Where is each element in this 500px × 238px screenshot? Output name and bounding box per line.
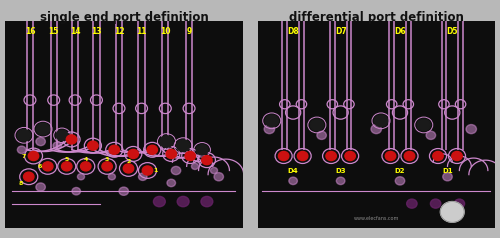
Text: D7: D7 (335, 27, 346, 36)
Circle shape (201, 196, 213, 207)
Circle shape (66, 135, 76, 144)
Text: D6: D6 (394, 27, 406, 36)
Circle shape (289, 177, 298, 185)
Circle shape (102, 162, 113, 171)
Circle shape (124, 164, 134, 173)
Circle shape (326, 151, 336, 161)
Circle shape (452, 151, 462, 161)
Circle shape (18, 146, 26, 154)
Circle shape (395, 177, 405, 185)
Circle shape (78, 174, 84, 180)
Circle shape (454, 199, 464, 208)
Circle shape (298, 151, 308, 161)
Text: 7: 7 (22, 154, 26, 159)
Circle shape (154, 196, 166, 207)
Circle shape (278, 151, 289, 161)
Circle shape (345, 151, 356, 161)
Text: single end port definition: single end port definition (40, 11, 208, 24)
Circle shape (72, 188, 80, 195)
Circle shape (36, 183, 46, 191)
Circle shape (202, 156, 212, 165)
Circle shape (433, 151, 443, 161)
Circle shape (177, 196, 189, 207)
Text: 3: 3 (105, 157, 110, 162)
Circle shape (371, 124, 382, 134)
Circle shape (167, 179, 175, 187)
Circle shape (176, 140, 190, 151)
Circle shape (466, 124, 476, 134)
Text: 15: 15 (48, 27, 59, 36)
Circle shape (88, 141, 98, 150)
Circle shape (36, 123, 50, 135)
Text: D8: D8 (287, 27, 299, 36)
Text: D1: D1 (442, 168, 453, 174)
Circle shape (440, 202, 464, 222)
Circle shape (24, 172, 34, 181)
Circle shape (192, 163, 198, 169)
Circle shape (374, 115, 388, 127)
Text: D4: D4 (288, 168, 298, 174)
Circle shape (62, 162, 72, 171)
Circle shape (417, 119, 430, 131)
Circle shape (18, 129, 30, 141)
Text: 11: 11 (136, 27, 147, 36)
Circle shape (404, 151, 414, 161)
Text: 1: 1 (154, 168, 158, 173)
Circle shape (265, 115, 278, 127)
Circle shape (264, 124, 274, 134)
Circle shape (142, 166, 152, 175)
Circle shape (109, 145, 120, 154)
Text: D5: D5 (446, 27, 458, 36)
Circle shape (53, 142, 62, 149)
Text: 8: 8 (18, 181, 22, 186)
Text: 13: 13 (91, 27, 102, 36)
Text: 2: 2 (126, 159, 130, 164)
Circle shape (210, 167, 218, 174)
Text: 6: 6 (38, 164, 42, 169)
Circle shape (430, 199, 441, 208)
Circle shape (185, 151, 196, 161)
Text: 9: 9 (186, 27, 192, 36)
Circle shape (80, 162, 91, 171)
Circle shape (310, 119, 324, 131)
Circle shape (443, 173, 452, 181)
Circle shape (336, 177, 345, 185)
Circle shape (166, 149, 176, 159)
Circle shape (147, 145, 158, 154)
Circle shape (128, 149, 138, 159)
Circle shape (28, 151, 38, 161)
Circle shape (214, 173, 224, 181)
Circle shape (317, 131, 326, 139)
Circle shape (406, 199, 417, 208)
Circle shape (426, 131, 436, 139)
Text: 16: 16 (24, 27, 35, 36)
Circle shape (36, 137, 46, 146)
Circle shape (196, 145, 208, 155)
Circle shape (56, 130, 68, 140)
Circle shape (108, 174, 116, 180)
Circle shape (119, 187, 128, 195)
Text: 14: 14 (70, 27, 80, 36)
Text: 4: 4 (84, 157, 88, 162)
Circle shape (138, 173, 147, 180)
Circle shape (386, 151, 396, 161)
Text: D2: D2 (395, 168, 405, 174)
Circle shape (171, 166, 181, 175)
Circle shape (42, 162, 53, 171)
Text: D3: D3 (336, 168, 346, 174)
Circle shape (160, 136, 173, 147)
Text: 5: 5 (64, 157, 69, 162)
Text: differential port definition: differential port definition (288, 11, 464, 24)
Text: www.elecfans.com: www.elecfans.com (354, 216, 399, 221)
Text: 12: 12 (114, 27, 124, 36)
Text: 10: 10 (160, 27, 170, 36)
